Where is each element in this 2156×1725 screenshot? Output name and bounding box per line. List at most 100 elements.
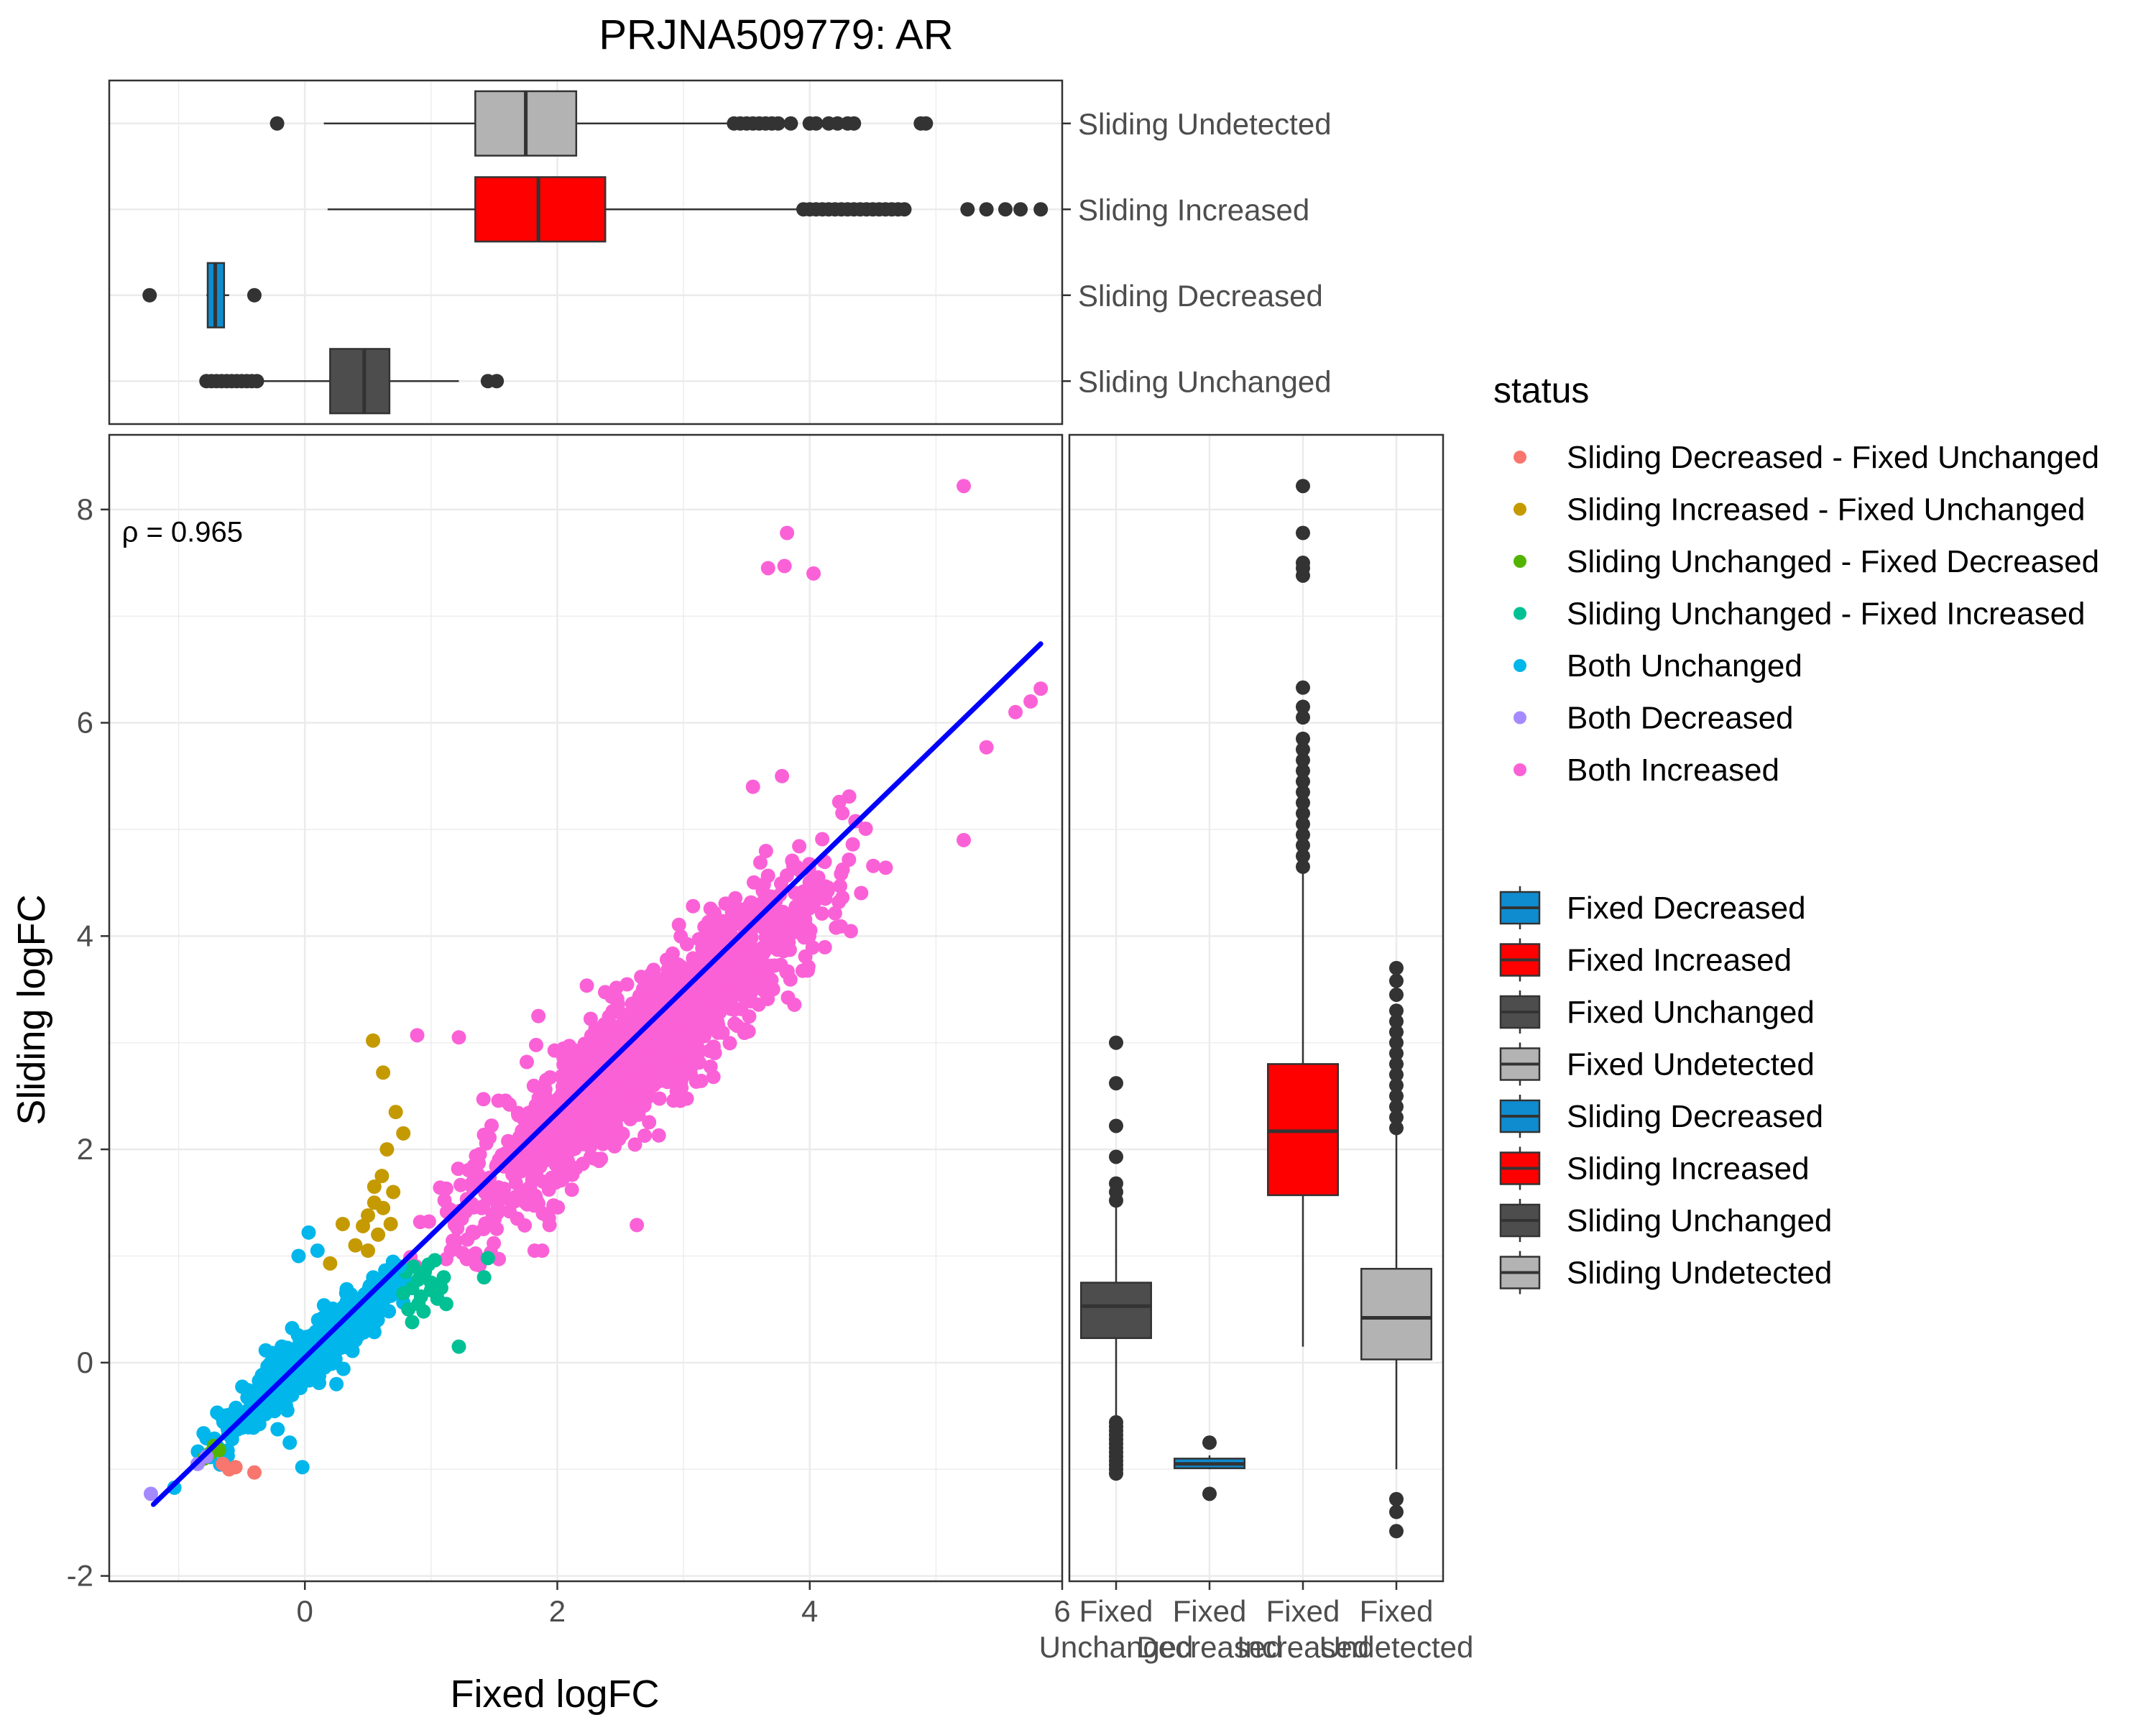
scatter-point xyxy=(679,1091,694,1106)
scatter-point xyxy=(306,1355,321,1370)
scatter-point xyxy=(814,906,829,921)
box-legend: Fixed Decreased Fixed Increased Fixed Unch… xyxy=(1499,886,1832,1294)
scatter-point xyxy=(476,1270,492,1285)
box-outlier xyxy=(1389,1078,1404,1093)
scatter-point xyxy=(405,1315,420,1330)
box-outlier xyxy=(1389,1014,1404,1029)
scatter-point xyxy=(466,1200,482,1215)
scatter-point xyxy=(594,1105,609,1120)
box-body xyxy=(329,348,391,415)
box-outlier xyxy=(1389,1003,1404,1018)
box-legend-label: Fixed Unchanged xyxy=(1567,995,1815,1030)
right-category-label-line2: Increased xyxy=(1237,1630,1369,1664)
box-outlier xyxy=(1202,1486,1217,1501)
status-legend-key xyxy=(1514,555,1526,568)
scatter-point xyxy=(1023,694,1038,709)
scatter-point xyxy=(1008,704,1023,719)
status-legend-label: Sliding Decreased - Fixed Unchanged xyxy=(1567,440,2099,475)
correlation-value: = 0.965 xyxy=(138,516,243,548)
status-legend-item: Sliding Unchanged - Fixed Increased xyxy=(1514,597,2086,632)
status-legend-label: Both Unchanged xyxy=(1567,648,1802,684)
scatter-point xyxy=(706,1070,721,1085)
box-legend-label: Sliding Undetected xyxy=(1567,1256,1832,1291)
scatter-point xyxy=(517,1218,533,1233)
scatter-point xyxy=(718,967,732,983)
scatter-point xyxy=(459,1251,474,1266)
box-outlier xyxy=(1389,960,1404,975)
box-outlier xyxy=(1202,1435,1217,1450)
scatter-point xyxy=(564,1182,579,1197)
scatter-point xyxy=(460,1232,475,1247)
scatter-point xyxy=(671,917,686,932)
box-outlier xyxy=(1389,1046,1404,1061)
y-tick-label: -2 xyxy=(67,1559,93,1593)
scatter-point xyxy=(348,1238,363,1253)
box-legend-item: Fixed Undetected xyxy=(1499,1042,1815,1086)
scatter-point xyxy=(447,1218,462,1233)
box-outlier xyxy=(1109,1414,1123,1430)
scatter-point xyxy=(265,1346,280,1361)
scatter-point xyxy=(780,990,796,1005)
scatter-point xyxy=(497,1182,512,1196)
top-category-label: Sliding Unchanged xyxy=(1078,364,1332,398)
scatter-point xyxy=(801,960,816,975)
top-box-sliding-increased xyxy=(327,176,1049,243)
top-box-sliding-decreased xyxy=(142,262,262,328)
box-outlier xyxy=(1296,699,1310,714)
box-outlier xyxy=(1389,1099,1404,1114)
scatter-point xyxy=(679,968,694,983)
box-body xyxy=(1360,1268,1432,1361)
scatter-point xyxy=(704,992,719,1007)
scatter-point xyxy=(652,1091,667,1106)
scatter-point xyxy=(750,974,765,989)
scatter-point xyxy=(411,1272,426,1287)
box-outlier xyxy=(1296,731,1310,746)
box-outlier xyxy=(1296,859,1310,874)
scatter-point xyxy=(979,740,994,755)
scatter-point xyxy=(637,1072,652,1087)
scatter-point xyxy=(386,1184,401,1200)
scatter-point xyxy=(686,898,701,914)
scatter-point xyxy=(687,1026,702,1041)
scatter-point xyxy=(660,1041,675,1056)
scatter-point xyxy=(550,1200,566,1215)
y-tick-label: 4 xyxy=(77,919,93,952)
scatter-point xyxy=(594,1151,609,1167)
scatter-point xyxy=(722,1036,737,1051)
box-outlier xyxy=(1296,816,1310,832)
box-legend-item: Fixed Increased xyxy=(1499,938,1792,982)
scatter-point xyxy=(388,1105,403,1120)
scatter-point xyxy=(806,892,821,907)
scatter-point xyxy=(747,956,763,971)
scatter-point xyxy=(843,924,858,939)
scatter-point xyxy=(665,1011,680,1026)
box-outlier xyxy=(1109,1118,1123,1133)
scatter-point xyxy=(356,1218,371,1233)
box-legend-label: Sliding Unchanged xyxy=(1567,1203,1832,1238)
status-legend-key xyxy=(1514,763,1526,776)
scatter-point xyxy=(845,837,860,852)
scatter-point xyxy=(303,1370,318,1385)
scatter-point xyxy=(482,1130,497,1145)
top-box-sliding-unchanged xyxy=(199,348,505,415)
scatter-point xyxy=(802,875,817,890)
scatter-point xyxy=(589,1042,604,1057)
scatter-point xyxy=(382,1304,397,1319)
y-tick-label: 0 xyxy=(77,1346,93,1379)
status-legend-key xyxy=(1514,711,1526,724)
legend-title: status xyxy=(1493,370,1589,410)
scatter-point xyxy=(542,1218,557,1233)
scatter-point xyxy=(562,1064,577,1079)
box-outlier xyxy=(1389,987,1404,1002)
scatter-point xyxy=(451,1030,466,1045)
scatter-point xyxy=(376,1065,391,1080)
right-category-label: Fixed Decreased xyxy=(1136,1594,1282,1664)
scatter-point xyxy=(451,1339,466,1354)
box-outlier xyxy=(1296,525,1310,540)
scatter-point xyxy=(511,1108,526,1123)
x-tick-label: 2 xyxy=(549,1594,566,1628)
scatter-point xyxy=(773,914,788,929)
top-category-label: Sliding Decreased xyxy=(1078,279,1323,313)
scatter-point xyxy=(292,1381,308,1395)
